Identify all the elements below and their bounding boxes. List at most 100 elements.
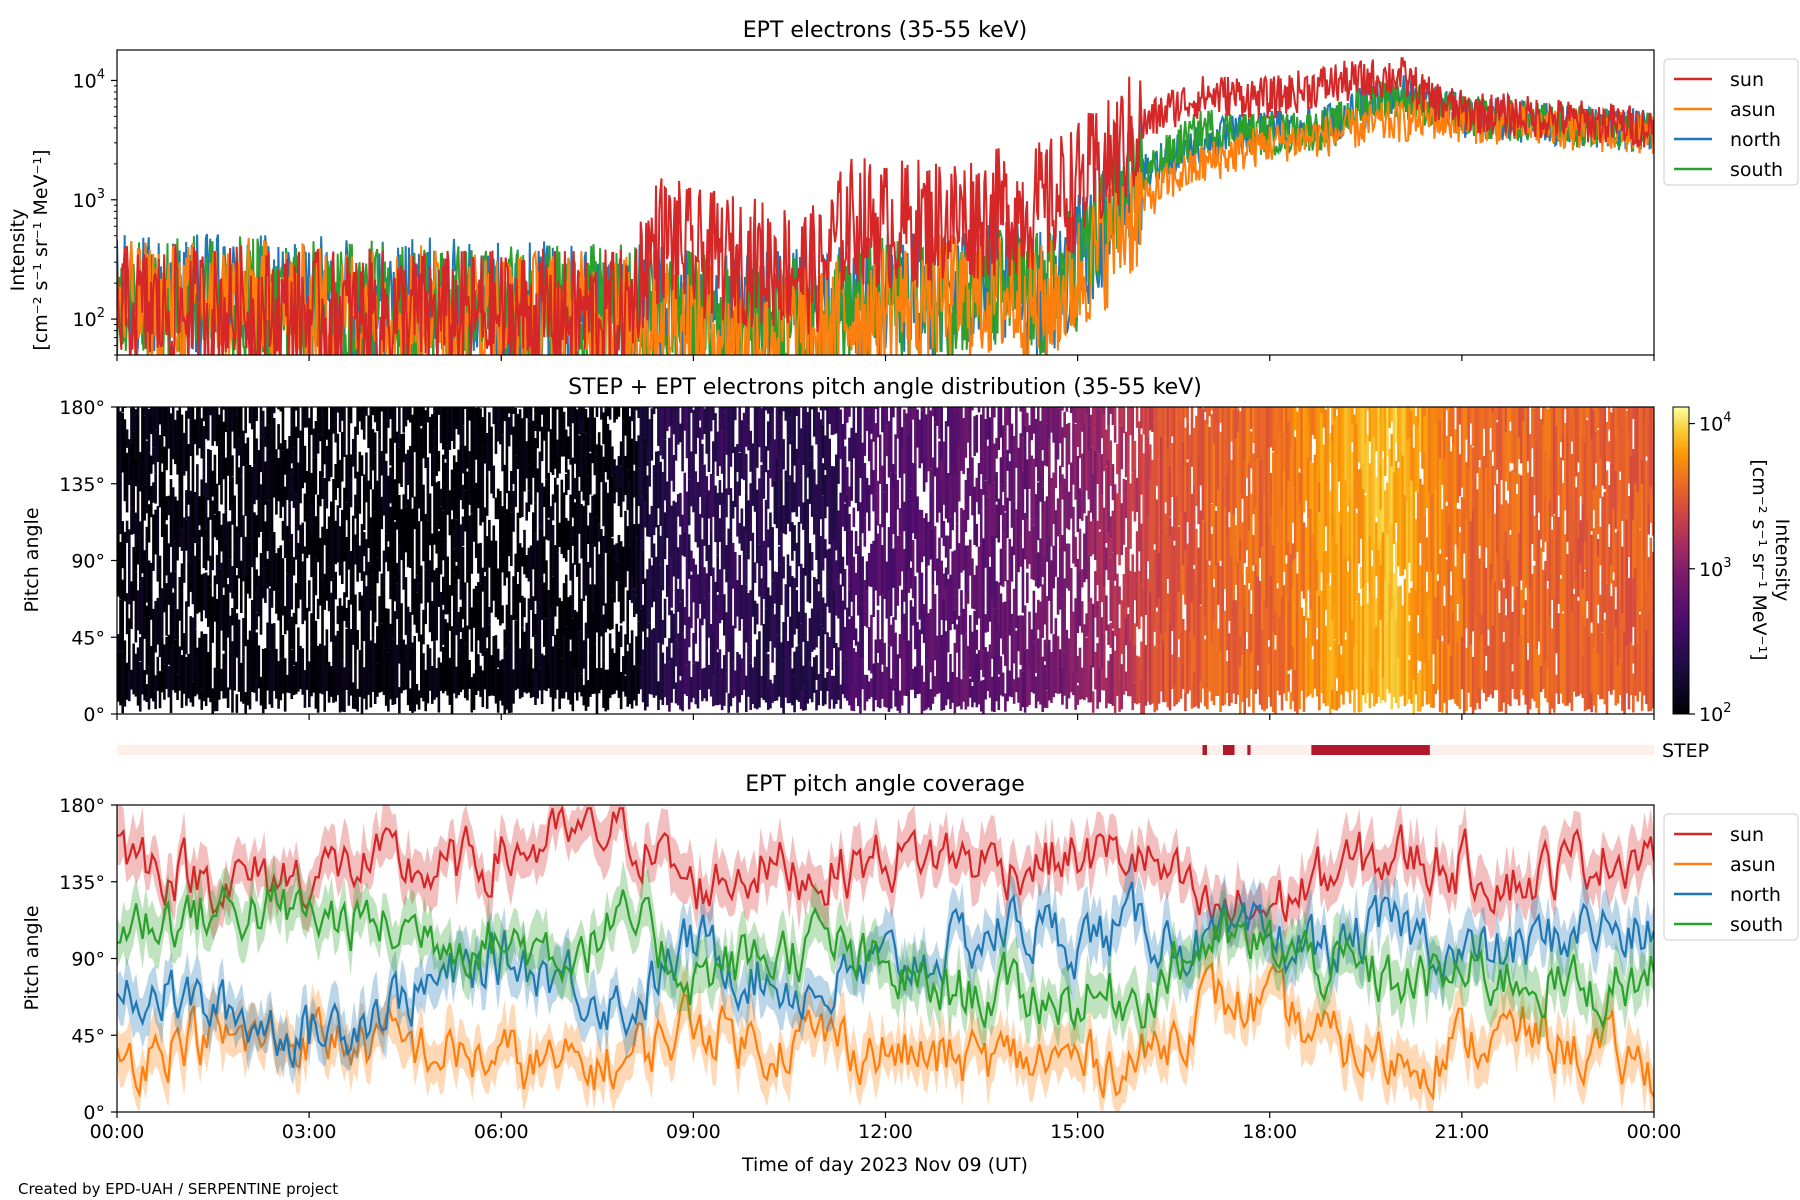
heatmap-cell [277,407,280,410]
heatmap-cell [944,486,948,519]
heatmap-cell [1236,562,1240,695]
heatmap-cell [244,574,247,647]
heatmap-cell [325,445,329,509]
heatmap-cell [499,407,502,445]
heatmap-cell [1350,482,1354,619]
heatmap-cell [1649,671,1653,712]
heatmap-cell [1094,571,1097,618]
heatmap-cell [549,645,553,698]
heatmap-cell [406,499,410,568]
heatmap-cell [294,583,298,625]
heatmap-cell [158,407,162,425]
heatmap-cell [235,613,239,658]
heatmap-cell [398,571,401,620]
heatmap-cell [191,617,195,682]
heatmap-cell [1274,612,1277,636]
heatmap-cell [668,661,671,712]
heatmap-cell [444,538,447,615]
heatmap-cell [1397,467,1400,567]
heatmap-cell [749,483,752,541]
heatmap-cell [1412,582,1416,662]
heatmap-cell [690,593,693,629]
heatmap-cell [512,576,515,620]
heatmap-cell [837,647,840,666]
heatmap-cell [1118,407,1121,425]
heatmap-cell [1311,407,1315,435]
heatmap-cell [1228,527,1231,621]
heatmap-cell [569,541,572,581]
heatmap-cell [492,636,496,696]
heatmap-cell [169,628,173,652]
heatmap-cell [986,407,990,440]
heatmap-cell [1647,502,1651,535]
heatmap-cell [259,407,263,438]
heatmap-cell [698,618,702,690]
heatmap-cell [1030,407,1034,441]
heatmap-cell [518,543,522,603]
heatmap-cell [499,557,502,626]
heatmap-cell [1210,504,1214,527]
heatmap-cell [1221,485,1225,613]
heatmap-cell [1636,512,1640,606]
heatmap-cell [946,681,950,700]
heatmap-cell [1006,497,1009,539]
heatmap-cell [870,543,873,587]
heatmap-cell [1096,520,1099,586]
heatmap-cell [485,648,489,709]
heatmap-cell [628,481,632,546]
heatmap-cell [982,407,985,457]
heatmap-cell [154,407,157,430]
heatmap-cell [275,474,278,515]
heatmap-cell [130,417,133,443]
heatmap-cell [632,407,636,465]
heatmap-cell [1131,472,1135,512]
heatmap-cell [180,414,184,472]
heatmap-cell [178,427,182,486]
heatmap-cell [1322,407,1326,428]
heatmap-cell [531,512,535,570]
series-line-sun [117,57,1654,355]
heatmap-cell [301,428,305,463]
colorbar-label: Intensity [cm⁻² s⁻¹ sr⁻¹ MeV⁻¹] [1748,459,1793,660]
heatmap-cell [545,618,548,691]
heatmap-cell [1537,619,1541,642]
heatmap-cell [1192,637,1196,672]
heatmap-cell [149,485,153,518]
heatmap-cell [1574,579,1578,697]
heatmap-cell [1135,655,1139,705]
heatmap-cell [1599,458,1602,498]
heatmap-cell [362,667,366,699]
heatmap-cell [560,479,564,554]
heatmap-cell [1197,672,1200,709]
heatmap-cell [527,598,531,663]
heatmap-cell [916,621,919,695]
heatmap-cell [887,590,891,646]
heatmap-cell [780,532,783,605]
heatmap-cell [1579,414,1582,497]
heatmap-cell [975,653,979,708]
heatmap-cell [1320,407,1323,414]
heatmap-cell [1304,527,1308,602]
heatmap-cell [1102,407,1106,416]
heatmap-cell [1078,528,1082,572]
heatmap-cell [881,545,884,595]
heatmap-cell [881,407,884,433]
heatmap-cell [580,673,583,697]
heatmap-cell [1467,468,1470,558]
heatmap-cell [411,642,414,713]
heatmap-cell [191,681,195,707]
heatmap-cell [933,526,937,571]
heatmap-cell [723,655,726,686]
y-tick-label: 90° [71,949,105,971]
heatmap-cell [545,479,548,540]
heatmap-cell [222,407,225,410]
heatmap-cell [1168,622,1172,711]
heatmap-cell [1058,649,1062,694]
heatmap-cell [679,423,682,443]
heatmap-cell [1333,419,1337,439]
heatmap-cell [1100,454,1104,495]
heatmap-cell [887,527,891,591]
heatmap-cell [806,555,810,602]
heatmap-cell [771,407,774,413]
heatmap-cell [1399,585,1402,649]
